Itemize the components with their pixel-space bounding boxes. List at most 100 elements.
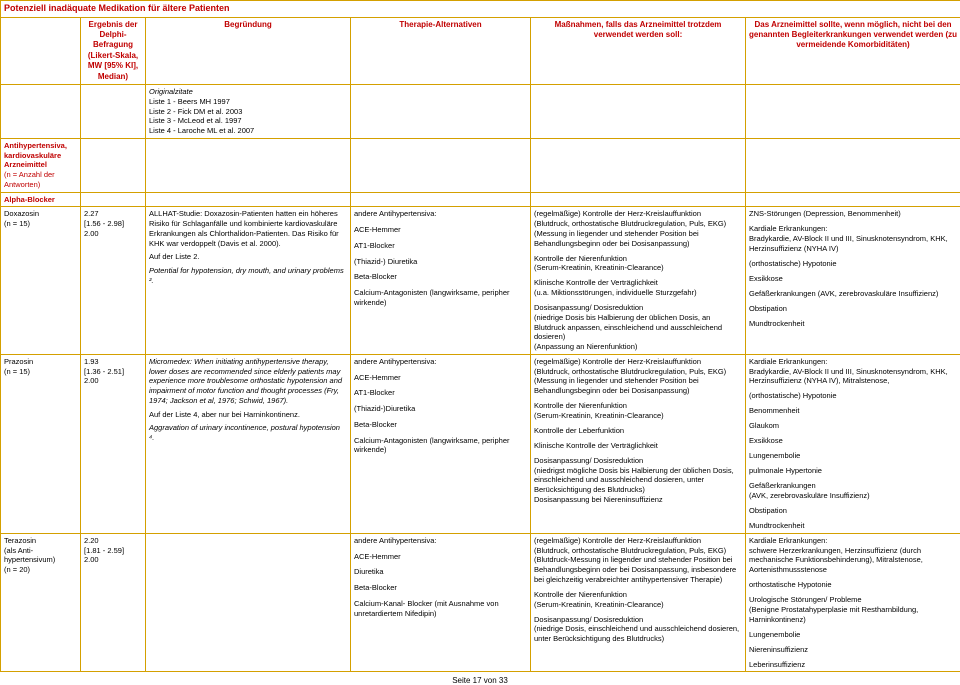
comorbid-cell: ZNS-Störungen (Depression, Benommenheit)… — [746, 207, 960, 355]
list-item: (Blutdruck, orthostatische Blutdruckregu… — [534, 219, 742, 229]
list-item: Dosisanpassung bei Niereninsuffizienz — [534, 495, 742, 505]
list-item: schwere Herzerkrankungen, Herzinsuffizie… — [749, 546, 957, 575]
comorbid-cell: Kardiale Erkrankungen:Bradykardie, AV-Bl… — [746, 354, 960, 533]
drug-n: (n = 15) — [4, 219, 77, 229]
list-item: Klinische Kontrolle der Verträglichkeit — [534, 441, 742, 451]
list-item: Obstipation — [749, 304, 957, 314]
empty-cell — [351, 138, 531, 192]
list-item: AT1-Blocker — [354, 241, 527, 251]
list-item: Kardiale Erkrankungen: — [749, 357, 957, 367]
empty-cell — [746, 192, 960, 207]
list-item: ACE-Hemmer — [354, 225, 527, 235]
empty-cell — [746, 138, 960, 192]
rationale-cell — [146, 533, 351, 672]
col-header-1: Ergebnis der Delphi-Befragung (Likert-Sk… — [81, 17, 146, 84]
list-item: Gefäßerkrankungen — [749, 481, 957, 491]
drug-sub: (als Anti-hypertensivum) — [4, 546, 77, 566]
header-row: Ergebnis der Delphi-Befragung (Likert-Sk… — [1, 17, 960, 84]
list-item: (Blutdruck, orthostatische Blutdruckregu… — [534, 367, 742, 377]
list-item: (Serum-Kreatinin, Kreatinin-Clearance) — [534, 600, 742, 610]
list-item: Kontrolle der Leberfunktion — [534, 426, 742, 436]
rationale-p: Aggravation of urinary incontinence, pos… — [149, 423, 347, 443]
likert-mw: 2.20 — [84, 536, 142, 546]
list-item: Lungenembolie — [749, 630, 957, 640]
list-item: (regelmäßige) Kontrolle der Herz-Kreisla… — [534, 536, 742, 546]
drug-name-cell: Terazosin (als Anti-hypertensivum) (n = … — [1, 533, 81, 672]
list-item: Kontrolle der Nierenfunktion — [534, 254, 742, 264]
list-item: andere Antihypertensiva: — [354, 209, 527, 219]
list-item: Glaukom — [749, 421, 957, 431]
list-item: Beta-Blocker — [354, 583, 527, 593]
oz-line: Liste 4 - Laroche ML et al. 2007 — [149, 126, 347, 136]
empty-cell — [81, 192, 146, 207]
drug-n: (n = 20) — [4, 565, 77, 575]
list-item: (AVK, zerebrovaskuläre Insuffizienz) — [749, 491, 957, 501]
list-item: Leberinsuffizienz — [749, 660, 957, 670]
list-item: Exsikkose — [749, 274, 957, 284]
col-header-5: Das Arzneimittel sollte, wenn möglich, n… — [746, 17, 960, 84]
alpha-blocker-row: Alpha-Blocker — [1, 192, 960, 207]
rationale-cell: Micromedex: When initiating antihyperten… — [146, 354, 351, 533]
row-terazosin: Terazosin (als Anti-hypertensivum) (n = … — [1, 533, 960, 672]
list-item: Kontrolle der Nierenfunktion — [534, 401, 742, 411]
empty-cell — [81, 85, 146, 139]
measures-cell: (regelmäßige) Kontrolle der Herz-Kreisla… — [531, 354, 746, 533]
list-item: (Serum-Kreatinin, Kreatinin-Clearance) — [534, 263, 742, 273]
empty-cell — [1, 85, 81, 139]
likert-cell: 1.93 [1.36 - 2.51] 2.00 — [81, 354, 146, 533]
list-item: Lungenembolie — [749, 451, 957, 461]
list-item: pulmonale Hypertonie — [749, 466, 957, 476]
list-item: ZNS-Störungen (Depression, Benommenheit) — [749, 209, 957, 219]
list-item: (niedrige Dosis, einschleichend und auss… — [534, 624, 742, 644]
section-antihypertensiva: Antihypertensiva, kardiovaskuläre Arznei… — [1, 138, 960, 192]
list-item: (niedrige Dosis bis Halbierung der üblic… — [534, 313, 742, 342]
rationale-p: ALLHAT-Studie: Doxazosin-Patienten hatte… — [149, 209, 347, 248]
list-item: (Anpassung an Nierenfunktion) — [534, 342, 742, 352]
list-item: Calcium-Antagonisten (langwirksame, peri… — [354, 436, 527, 456]
section-note: (n = Anzahl der Antworten) — [4, 170, 77, 190]
section-title: Antihypertensiva, kardiovaskuläre Arznei… — [4, 141, 77, 170]
list-item: (Thiazid-)Diuretika — [354, 404, 527, 414]
likert-median: 2.00 — [84, 376, 142, 386]
empty-cell — [351, 85, 531, 139]
list-item: Gefäßerkrankungen (AVK, zerebrovaskuläre… — [749, 289, 957, 299]
list-item: Obstipation — [749, 506, 957, 516]
list-item: (orthostatische) Hypotonie — [749, 391, 957, 401]
list-item: andere Antihypertensiva: — [354, 357, 527, 367]
list-item: Niereninsuffizienz — [749, 645, 957, 655]
alternatives-cell: andere Antihypertensiva:ACE-HemmerDiuret… — [351, 533, 531, 672]
rationale-p: Potential for hypotension, dry mouth, an… — [149, 266, 347, 286]
section-label: Antihypertensiva, kardiovaskuläre Arznei… — [1, 138, 81, 192]
list-item: andere Antihypertensiva: — [354, 536, 527, 546]
list-item: (orthostatische) Hypotonie — [749, 259, 957, 269]
list-item: (Messung in liegender und stehender Posi… — [534, 229, 742, 249]
row-prazosin: Prazosin (n = 15) 1.93 [1.36 - 2.51] 2.0… — [1, 354, 960, 533]
col-header-4: Maßnahmen, falls das Arzneimittel trotzd… — [531, 17, 746, 84]
empty-cell — [146, 192, 351, 207]
drug-name-cell: Doxazosin (n = 15) — [1, 207, 81, 355]
alpha-blocker-label: Alpha-Blocker — [1, 192, 81, 207]
likert-mw: 2.27 — [84, 209, 142, 219]
originalzitate-cell: Originalzitate Liste 1 - Beers MH 1997 L… — [146, 85, 351, 139]
originalzitate-heading: Originalzitate — [149, 87, 347, 97]
rationale-cell: ALLHAT-Studie: Doxazosin-Patienten hatte… — [146, 207, 351, 355]
empty-cell — [531, 85, 746, 139]
list-item: Dosisanpassung/ Dosisreduktion — [534, 615, 742, 625]
row-doxazosin: Doxazosin (n = 15) 2.27 [1.56 - 2.98] 2.… — [1, 207, 960, 355]
likert-ci: [1.36 - 2.51] — [84, 367, 142, 377]
list-item: ACE-Hemmer — [354, 373, 527, 383]
list-item: (Serum-Kreatinin, Kreatinin-Clearance) — [534, 411, 742, 421]
empty-cell — [531, 192, 746, 207]
list-item: Bradykardie, AV-Block II und III, Sinusk… — [749, 234, 957, 254]
list-item: Dosisanpassung/ Dosisreduktion — [534, 456, 742, 466]
col-header-0 — [1, 17, 81, 84]
empty-cell — [81, 138, 146, 192]
oz-line: Liste 2 - Fick DM et al. 2003 — [149, 107, 347, 117]
likert-cell: 2.27 [1.56 - 2.98] 2.00 — [81, 207, 146, 355]
list-item: (Benigne Prostatahyperplasie mit Resthar… — [749, 605, 957, 625]
likert-mw: 1.93 — [84, 357, 142, 367]
page-title: Potenziell inadäquate Medikation für ält… — [1, 1, 960, 18]
rationale-p: Auf der Liste 2. — [149, 252, 347, 262]
measures-cell: (regelmäßige) Kontrolle der Herz-Kreisla… — [531, 207, 746, 355]
title-row: Potenziell inadäquate Medikation für ält… — [1, 1, 960, 18]
